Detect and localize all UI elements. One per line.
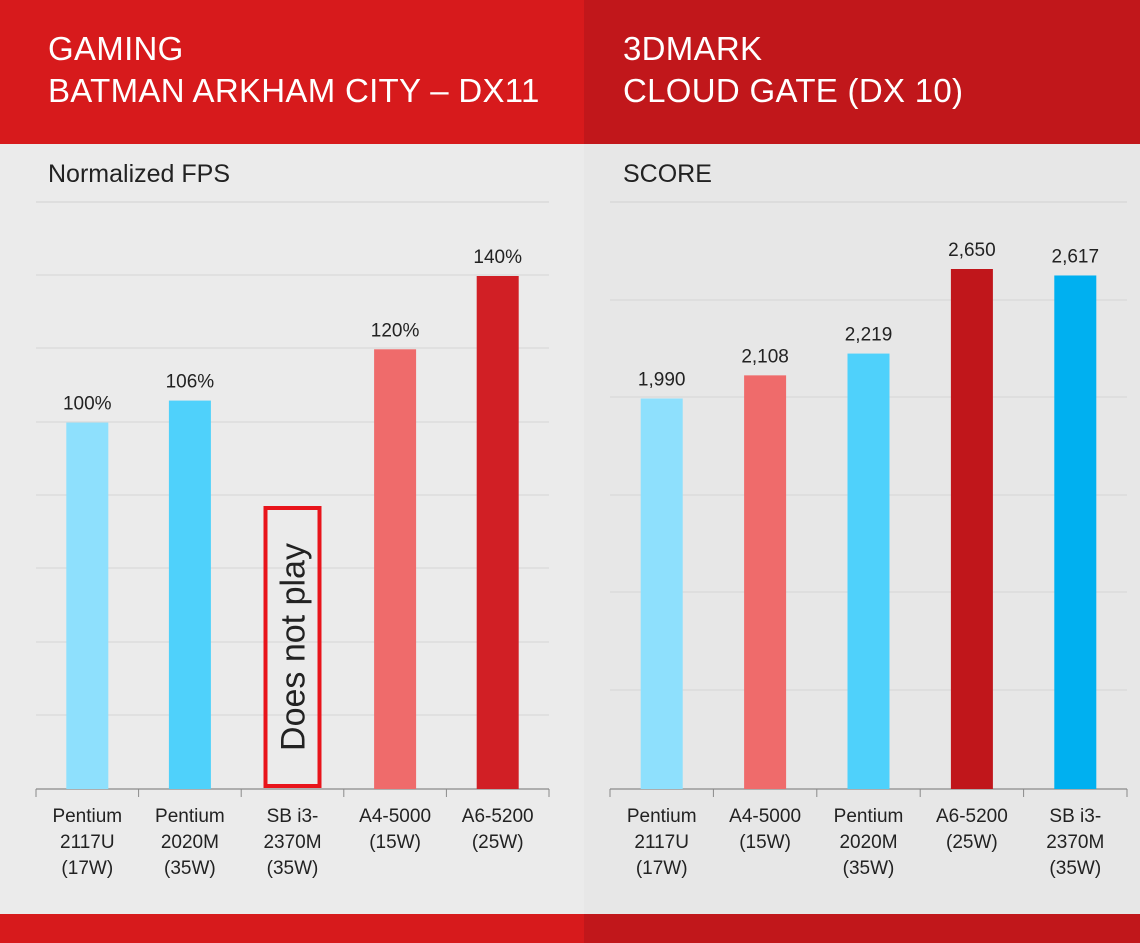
left-category-label: (35W) [164, 858, 216, 879]
left-category-label: 2020M [161, 832, 219, 853]
left-header: GAMING BATMAN ARKHAM CITY – DX11 [0, 0, 584, 144]
left-category-label: Pentium [155, 806, 225, 827]
right-category-label: Pentium [834, 806, 904, 827]
right-header: 3DMARK CLOUD GATE (DX 10) [584, 0, 1140, 144]
left-category-label: SB i3- [267, 806, 319, 827]
right-category-label: 2117U [634, 832, 689, 853]
left-category-label: (35W) [267, 858, 319, 879]
left-category-label: 2370M [263, 832, 321, 853]
right-bar [950, 269, 993, 789]
left-bar [476, 276, 519, 789]
left-chart-subtitle: Normalized FPS [48, 160, 230, 188]
left-category-label: Pentium [52, 806, 122, 827]
left-footer-bar [0, 914, 584, 943]
left-bar-chart: 100% Pentium 2117U (17W) 106% Pentium 2020M (35… [35, 201, 550, 879]
left-header-line1: GAMING [48, 30, 184, 67]
right-category-label: Pentium [627, 806, 697, 827]
right-header-line1: 3DMARK [623, 30, 763, 67]
right-footer-bar [584, 914, 1140, 943]
does-not-play-label: Does not play [275, 543, 313, 751]
left-bar [374, 349, 417, 789]
left-data-label: 100% [63, 394, 112, 415]
right-category-label: (17W) [636, 858, 688, 879]
left-category-label: A4-5000 [359, 806, 431, 827]
right-bar [847, 353, 890, 789]
right-chart-subtitle: SCORE [623, 160, 712, 188]
right-category-label: SB i3- [1049, 806, 1101, 827]
right-data-label: 2,219 [845, 325, 893, 346]
right-data-label: 2,108 [741, 346, 789, 367]
left-category-label: (17W) [61, 858, 113, 879]
right-category-label: (15W) [739, 832, 791, 853]
right-category-label: 2020M [839, 832, 897, 853]
left-data-label: 140% [473, 247, 522, 268]
left-data-label: 120% [371, 320, 420, 341]
right-panel: 3DMARK CLOUD GATE (DX 10) SCORE 1,990 Pen… [584, 0, 1140, 943]
right-category-label: 2370M [1046, 832, 1104, 853]
right-bar [640, 398, 683, 789]
left-category-label: (15W) [369, 832, 421, 853]
right-category-label: A6-5200 [936, 806, 1008, 827]
left-panel: GAMING BATMAN ARKHAM CITY – DX11 Normali… [0, 0, 584, 943]
right-category-label: (35W) [1049, 858, 1101, 879]
right-data-label: 1,990 [638, 370, 686, 391]
left-category-label: 2117U [60, 832, 115, 853]
left-category-label: A6-5200 [462, 806, 534, 827]
left-category-label: (25W) [472, 832, 524, 853]
left-data-label: 106% [166, 372, 215, 393]
right-data-label: 2,650 [948, 240, 996, 261]
right-bar [1054, 275, 1097, 789]
right-category-label: (35W) [843, 858, 895, 879]
does-not-play-box [263, 506, 322, 788]
left-bar [168, 400, 211, 789]
left-bar [66, 422, 109, 789]
right-category-label: A4-5000 [729, 806, 801, 827]
right-bar-chart: 1,990 Pentium 2117U (17W) 2,108 A4-5000 (15W) 2… [609, 201, 1128, 879]
right-category-label: (25W) [946, 832, 998, 853]
left-header-line2: BATMAN ARKHAM CITY – DX11 [48, 72, 540, 109]
right-data-label: 2,617 [1052, 246, 1100, 267]
right-bar [744, 375, 787, 789]
right-header-line2: CLOUD GATE (DX 10) [623, 72, 964, 109]
